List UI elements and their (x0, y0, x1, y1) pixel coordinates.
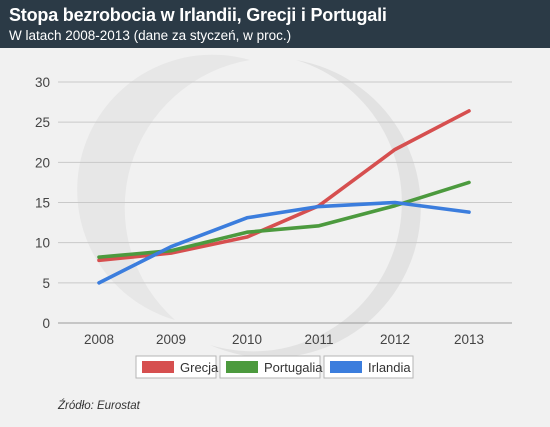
x-tick-label: 2012 (380, 332, 410, 347)
y-tick-label: 25 (35, 115, 50, 130)
legend-swatch (330, 361, 362, 373)
y-axis: 0 5 10 15 20 25 30 (35, 75, 50, 331)
y-tick-label: 30 (35, 75, 50, 90)
legend-label: Portugalia (264, 360, 323, 375)
y-tick-label: 15 (35, 196, 50, 211)
chart-subtitle: W latach 2008-2013 (dane za styczeń, w p… (9, 28, 292, 43)
legend-item-irlandia: Irlandia (323, 355, 414, 379)
legend-label: Grecja (180, 360, 219, 375)
legend-swatch (226, 361, 258, 373)
source-note: Źródło: Eurostat (58, 400, 140, 412)
series-lines (97, 109, 471, 285)
legend-item-portugalia: Portugalia (219, 355, 323, 379)
chart-header: Stopa bezrobocia w Irlandii, Grecji i Po… (0, 0, 550, 48)
series-line-irlandia (97, 200, 471, 285)
x-axis: 2008 2009 2010 2011 2012 2013 (84, 332, 484, 347)
y-tick-label: 10 (35, 236, 50, 251)
x-tick-label: 2011 (304, 332, 333, 347)
gridlines (58, 81, 512, 324)
line-chart: 0 5 10 15 20 25 30 2008 2009 2010 2011 2012 2013 Gr… (35, 54, 512, 379)
y-tick-label: 0 (42, 316, 50, 331)
legend-swatch (142, 361, 174, 373)
chart-title: Stopa bezrobocia w Irlandii, Grecji i Po… (9, 5, 387, 25)
x-tick-label: 2013 (454, 332, 484, 347)
legend-item-grecja: Grecja (135, 355, 219, 379)
x-tick-label: 2008 (84, 332, 114, 347)
y-tick-label: 20 (35, 155, 50, 170)
legend: Grecja Portugalia Irlandia (135, 355, 414, 379)
legend-label: Irlandia (368, 360, 411, 375)
x-tick-label: 2010 (232, 332, 262, 347)
y-tick-label: 5 (42, 276, 50, 291)
watermark-logo (77, 54, 421, 358)
x-tick-label: 2009 (156, 332, 186, 347)
